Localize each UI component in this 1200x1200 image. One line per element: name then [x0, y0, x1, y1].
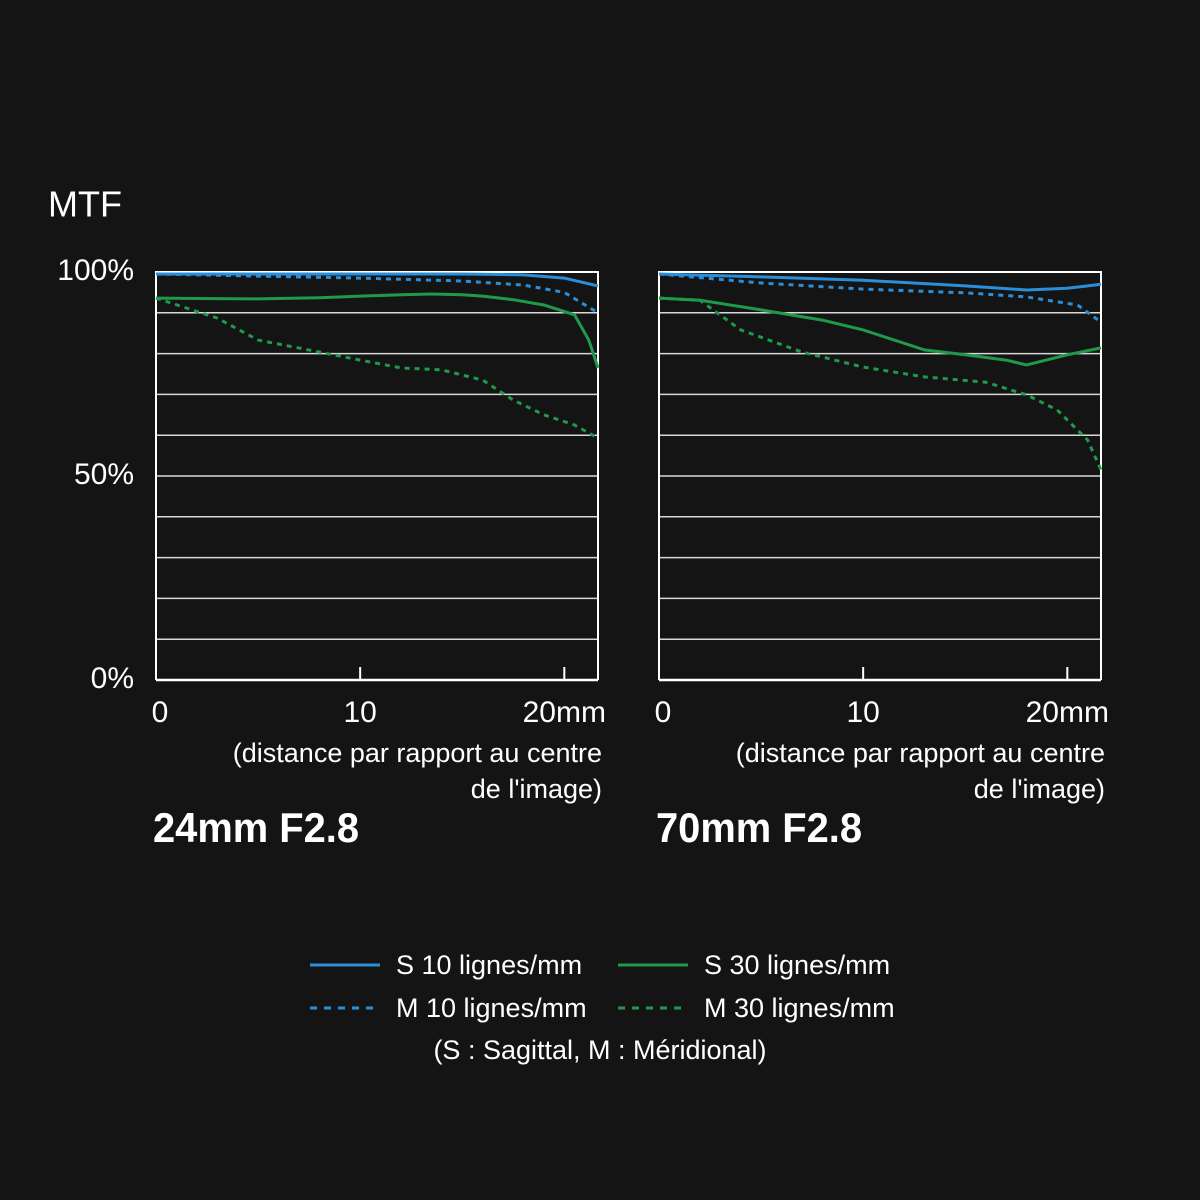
chart-title: 24mm F2.8 [153, 804, 359, 851]
x-tick-label: 0 [152, 696, 169, 729]
mtf-curve [155, 272, 599, 315]
mtf-curve [658, 272, 1102, 292]
y-tick-label: 0% [91, 662, 134, 695]
mtf-curve [155, 292, 600, 369]
x-tick-label: 20mm [1026, 696, 1109, 729]
mtf-curve [658, 272, 1102, 324]
plot-frame [658, 271, 1102, 680]
legend-note: (S : Sagittal, M : Méridional) [433, 1035, 766, 1065]
mtf-curve [658, 296, 1103, 471]
legend-label: M 10 lignes/mm [396, 993, 587, 1023]
x-axis-label: (distance par rapport au centre [736, 738, 1105, 768]
x-axis-label: (distance par rapport au centre [233, 738, 602, 768]
y-axis-title: MTF [48, 184, 122, 225]
x-tick-label: 0 [655, 696, 672, 729]
mtf-curve [156, 272, 599, 288]
x-axis-label: de l'image) [471, 774, 602, 804]
legend-label: S 10 lignes/mm [396, 950, 582, 980]
x-axis-label: de l'image) [974, 774, 1105, 804]
x-tick-label: 10 [846, 696, 879, 729]
y-tick-label: 50% [74, 458, 134, 491]
legend-label: M 30 lignes/mm [704, 993, 895, 1023]
plot-frame [155, 271, 599, 680]
x-tick-label: 20mm [523, 696, 606, 729]
legend-label: S 30 lignes/mm [704, 950, 890, 980]
chart-title: 70mm F2.8 [656, 804, 862, 851]
mtf-curve [155, 296, 599, 440]
x-tick-label: 10 [343, 696, 376, 729]
y-tick-label: 100% [57, 254, 134, 287]
mtf-curve [658, 296, 1102, 367]
